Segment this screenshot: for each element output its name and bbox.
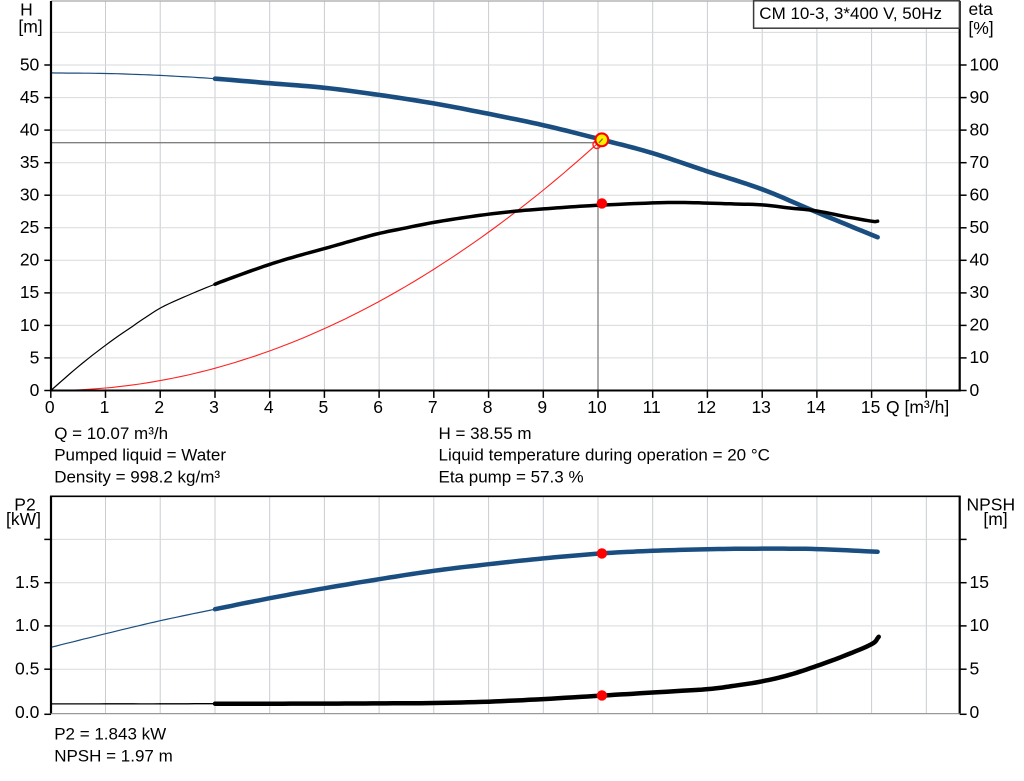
- svg-text:0: 0: [30, 380, 40, 400]
- svg-text:50: 50: [970, 217, 990, 237]
- svg-text:10: 10: [587, 397, 607, 417]
- svg-text:14: 14: [806, 397, 826, 417]
- svg-text:NPSH = 1.97 m: NPSH = 1.97 m: [54, 746, 173, 765]
- svg-text:1: 1: [100, 397, 110, 417]
- svg-text:6: 6: [373, 397, 383, 417]
- svg-text:10: 10: [20, 315, 40, 335]
- svg-text:20: 20: [20, 250, 40, 270]
- svg-text:P2 = 1.843 kW: P2 = 1.843 kW: [54, 724, 166, 743]
- svg-text:[%]: [%]: [968, 18, 993, 38]
- svg-text:15: 15: [20, 282, 39, 302]
- svg-text:30: 30: [970, 282, 990, 302]
- svg-text:10: 10: [970, 347, 990, 367]
- svg-text:35: 35: [20, 152, 39, 172]
- svg-text:60: 60: [970, 185, 990, 205]
- svg-text:5: 5: [319, 397, 329, 417]
- svg-text:0: 0: [970, 380, 980, 400]
- svg-text:0: 0: [45, 397, 55, 417]
- svg-text:7: 7: [428, 397, 438, 417]
- svg-text:Eta pump = 57.3 %: Eta pump = 57.3 %: [439, 468, 584, 487]
- svg-text:Density = 998.2 kg/m³: Density = 998.2 kg/m³: [54, 468, 220, 487]
- svg-text:P2: P2: [14, 495, 35, 515]
- svg-text:40: 40: [20, 120, 40, 140]
- svg-text:1.0: 1.0: [15, 615, 40, 635]
- svg-text:20: 20: [970, 315, 990, 335]
- svg-text:40: 40: [970, 250, 990, 270]
- svg-text:15: 15: [970, 572, 989, 592]
- svg-text:9: 9: [537, 397, 547, 417]
- svg-text:50: 50: [20, 54, 40, 74]
- svg-text:[m]: [m]: [983, 509, 1007, 529]
- svg-text:10: 10: [970, 615, 990, 635]
- svg-text:25: 25: [20, 217, 39, 237]
- svg-text:Pumped liquid = Water: Pumped liquid = Water: [54, 446, 226, 465]
- svg-text:13: 13: [751, 397, 770, 417]
- svg-text:15: 15: [861, 397, 880, 417]
- svg-text:0.5: 0.5: [15, 659, 39, 679]
- svg-text:1.5: 1.5: [15, 572, 39, 592]
- svg-text:90: 90: [970, 87, 990, 107]
- svg-text:80: 80: [970, 119, 990, 139]
- svg-text:5: 5: [970, 659, 980, 679]
- svg-text:30: 30: [20, 185, 40, 205]
- svg-text:45: 45: [20, 87, 39, 107]
- svg-text:eta: eta: [969, 0, 994, 19]
- svg-text:100: 100: [970, 54, 999, 74]
- svg-text:3: 3: [209, 397, 219, 417]
- svg-text:4: 4: [264, 397, 274, 417]
- svg-text:NPSH: NPSH: [966, 495, 1015, 515]
- svg-text:[m]: [m]: [18, 17, 42, 37]
- svg-text:70: 70: [970, 152, 990, 172]
- svg-text:5: 5: [30, 347, 40, 367]
- svg-text:Liquid temperature during oper: Liquid temperature during operation = 20…: [439, 446, 770, 465]
- svg-text:[kW]: [kW]: [6, 509, 41, 529]
- svg-text:H = 38.55 m: H = 38.55 m: [439, 424, 532, 443]
- svg-text:12: 12: [697, 397, 716, 417]
- svg-text:2: 2: [154, 397, 164, 417]
- svg-text:H: H: [20, 0, 33, 20]
- svg-text:11: 11: [643, 397, 661, 417]
- svg-text:0.0: 0.0: [15, 702, 40, 722]
- svg-text:8: 8: [483, 397, 493, 417]
- svg-text:0: 0: [970, 702, 980, 722]
- svg-text:Q [m³/h]: Q [m³/h]: [886, 397, 949, 417]
- svg-text:CM 10-3, 3*400 V, 50Hz: CM 10-3, 3*400 V, 50Hz: [759, 4, 942, 23]
- svg-text:Q = 10.07 m³/h: Q = 10.07 m³/h: [54, 424, 168, 443]
